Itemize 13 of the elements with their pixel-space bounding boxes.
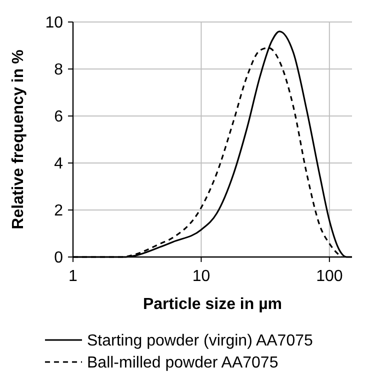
y-tick-label: 4 bbox=[54, 156, 64, 173]
legend-label: Ball-milled powder AA7075 bbox=[87, 354, 278, 372]
y-tick-label: 0 bbox=[54, 250, 64, 267]
y-tick-label: 2 bbox=[54, 202, 64, 220]
x-tick-label: 1 bbox=[68, 268, 78, 285]
x-axis-title: Particle size in µm bbox=[142, 296, 282, 313]
x-tick-label: 100 bbox=[316, 268, 343, 285]
y-axis-title: Relative frequency in % bbox=[10, 50, 27, 230]
y-tick-label: 6 bbox=[54, 108, 64, 126]
legend-label: Starting powder (virgin) AA7075 bbox=[87, 332, 313, 350]
y-tick-label: 8 bbox=[54, 62, 64, 79]
y-tick-label: 10 bbox=[45, 14, 64, 32]
x-tick-label: 10 bbox=[192, 268, 210, 285]
